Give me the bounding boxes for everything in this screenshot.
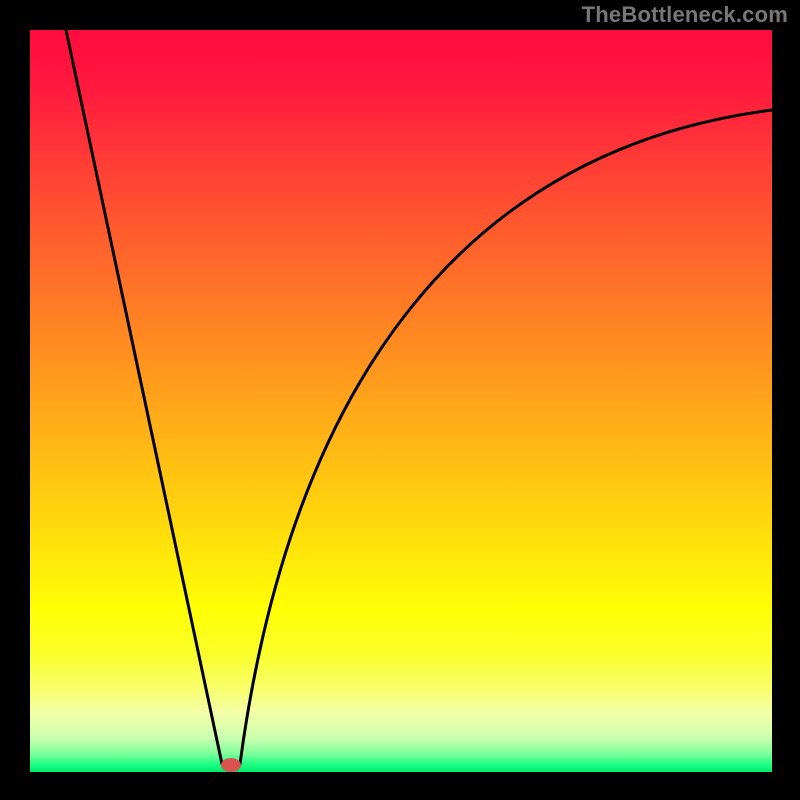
curve-left-segment	[66, 30, 222, 764]
curve-right-segment	[240, 110, 772, 764]
plot-area	[30, 30, 772, 772]
minimum-marker	[221, 758, 241, 772]
bottleneck-curve	[30, 30, 772, 772]
chart-container: TheBottleneck.com	[0, 0, 800, 800]
watermark-text: TheBottleneck.com	[582, 2, 788, 28]
